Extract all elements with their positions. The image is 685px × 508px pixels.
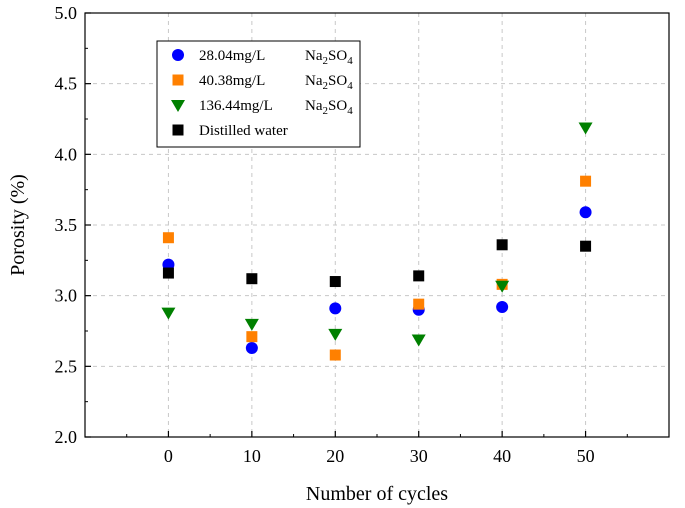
x-tick-label: 30 [410, 446, 428, 466]
legend-marker-4 [172, 124, 184, 136]
data-point-series-3 [495, 280, 510, 293]
y-tick-label: 3.0 [55, 286, 78, 306]
x-tick-label: 20 [326, 446, 344, 466]
data-point-series-1 [496, 300, 509, 313]
data-point-series-4 [580, 240, 592, 252]
data-point-series-4 [162, 267, 174, 279]
y-tick-label: 2.0 [55, 427, 78, 447]
legend-box [156, 40, 361, 148]
data-point-series-2 [580, 175, 592, 187]
data-point-series-2 [329, 349, 341, 361]
data-point-series-1 [329, 302, 342, 315]
data-point-series-1 [579, 206, 592, 219]
x-tick-label: 10 [243, 446, 261, 466]
data-point-series-4 [413, 270, 425, 282]
y-tick-label: 3.5 [55, 215, 78, 235]
y-tick-label: 5.0 [55, 3, 78, 23]
legend-label-3: 136.44mg/L Na2SO4 [199, 98, 353, 117]
data-point-series-3 [244, 318, 259, 331]
data-point-series-3 [328, 328, 343, 341]
data-point-series-2 [413, 298, 425, 310]
y-axis-title: Porosity (%) [7, 174, 29, 276]
x-tick-label: 0 [164, 446, 173, 466]
data-point-series-4 [246, 273, 258, 285]
grid-lines [85, 13, 669, 437]
legend-marker-3 [171, 100, 185, 112]
axes: 0 10 20 30 40 50 2.0 2.5 3.0 3.5 4.0 4.5 5.0 [55, 3, 628, 466]
data-points [161, 122, 593, 361]
legend-label-4: Distilled water [199, 123, 288, 139]
x-tick-label: 50 [577, 446, 595, 466]
data-point-series-4 [496, 239, 508, 251]
data-point-series-4 [329, 276, 341, 288]
legend: 28.04mg/L Na2SO4 40.38mg/L Na2SO4 136.44mg/L… [156, 40, 361, 148]
y-tick-label: 2.5 [55, 356, 78, 376]
y-tick-label: 4.0 [55, 144, 78, 164]
data-point-series-2 [246, 331, 258, 343]
legend-marker-1 [172, 49, 184, 61]
legend-label-2: 40.38mg/L Na2SO4 [199, 73, 353, 92]
data-point-series-3 [578, 122, 593, 135]
y-tick-label: 4.5 [55, 74, 78, 94]
x-axis-title: Number of cycles [306, 483, 448, 505]
legend-marker-2 [172, 74, 184, 86]
data-point-series-1 [245, 341, 258, 354]
legend-label-1: 28.04mg/L Na2SO4 [199, 48, 353, 67]
data-point-series-3 [161, 307, 176, 320]
x-tick-label: 40 [493, 446, 511, 466]
data-point-series-2 [162, 232, 174, 244]
data-point-series-3 [411, 334, 426, 347]
